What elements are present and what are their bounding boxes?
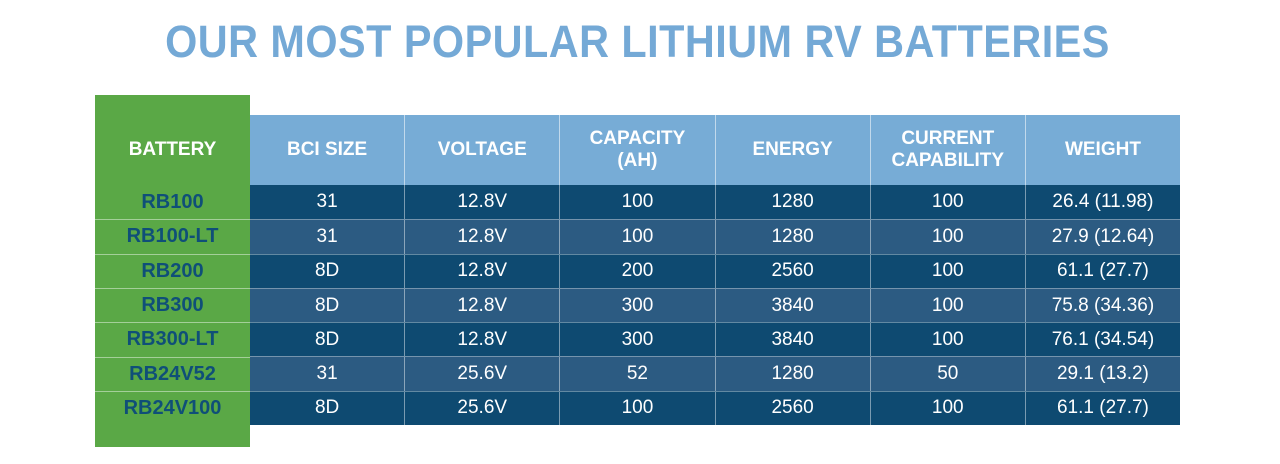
table-row: 8D 12.8V 300 3840 100 75.8 (34.36): [250, 287, 1180, 323]
column-header-voltage: VOLTAGE: [404, 115, 559, 185]
page-title: OUR MOST POPULAR LITHIUM RV BATTERIES: [165, 16, 1110, 67]
cell-energy: 3840: [714, 323, 870, 357]
cell-bci-size: 31: [316, 225, 338, 247]
cell-capacity: 300: [559, 288, 714, 323]
cell-energy: 1280: [714, 220, 870, 254]
cell-current-capability: 100: [869, 185, 1025, 220]
table-row: 8D 12.8V 200 2560 100 61.1 (27.7): [250, 253, 1180, 288]
cell-current-capability: 100: [869, 288, 1025, 323]
cell-weight: 27.9 (12.64): [1024, 220, 1180, 254]
cell-current-capability: 100: [869, 391, 1025, 426]
battery-name: RB24V52: [95, 356, 250, 391]
cell-voltage: 12.8V: [404, 288, 559, 323]
cell-weight: 75.8 (34.36): [1024, 288, 1180, 323]
battery-column: BATTERY RB100 RB100-LT RB200 RB300 RB300…: [95, 95, 250, 447]
cell-energy: 1280: [714, 357, 870, 391]
cell-current-capability: 100: [869, 220, 1025, 254]
cell-voltage: 12.8V: [404, 220, 559, 254]
battery-name: RB100: [141, 190, 204, 213]
battery-name: RB100-LT: [95, 219, 250, 253]
cell-voltage: 12.8V: [404, 254, 559, 288]
cell-voltage: 25.6V: [404, 391, 559, 426]
cell-weight: 29.1 (13.2): [1024, 357, 1180, 391]
cell-bci-size: 8D: [314, 328, 340, 350]
cell-bci-size: 8D: [314, 294, 340, 316]
column-header-current-capability: CURRENT CAPABILITY: [869, 115, 1025, 185]
cell-capacity: 300: [559, 323, 714, 357]
cell-weight: 76.1 (34.54): [1024, 323, 1180, 357]
column-header-capacity: CAPACITY (AH): [559, 115, 714, 185]
column-header-weight: WEIGHT: [1024, 115, 1180, 185]
table-row: 8D 25.6V 100 2560 100 61.1 (27.7): [250, 390, 1180, 426]
cell-energy: 1280: [714, 185, 870, 220]
column-header-energy: ENERGY: [714, 115, 870, 185]
battery-name: RB24V100: [95, 390, 250, 425]
column-header-bci-size: BCI SIZE: [286, 139, 368, 160]
cell-weight: 61.1 (27.7): [1024, 254, 1180, 288]
cell-weight: 26.4 (11.98): [1024, 185, 1180, 220]
cell-current-capability: 100: [869, 254, 1025, 288]
cell-energy: 2560: [714, 391, 870, 426]
battery-column-header: BATTERY: [128, 139, 217, 160]
table-header: BCI SIZE VOLTAGE CAPACITY (AH) ENERGY CU…: [250, 115, 1180, 185]
table-body: 31 12.8V 100 1280 100 26.4 (11.98) 31 12…: [250, 185, 1180, 426]
cell-voltage: 25.6V: [404, 357, 559, 391]
table-row: 8D 12.8V 300 3840 100 76.1 (34.54): [250, 322, 1180, 357]
cell-capacity: 100: [559, 391, 714, 426]
cell-energy: 2560: [714, 254, 870, 288]
table-row: 31 12.8V 100 1280 100 26.4 (11.98): [250, 185, 1180, 220]
table-row: 31 12.8V 100 1280 100 27.9 (12.64): [250, 219, 1180, 254]
cell-capacity: 100: [559, 220, 714, 254]
cell-bci-size: 8D: [314, 397, 340, 419]
cell-weight: 61.1 (27.7): [1024, 391, 1180, 426]
cell-current-capability: 100: [869, 323, 1025, 357]
battery-name: RB300-LT: [95, 322, 250, 356]
table-row: 31 25.6V 52 1280 50 29.1 (13.2): [250, 356, 1180, 391]
cell-bci-size: 31: [316, 191, 338, 213]
cell-energy: 3840: [714, 288, 870, 323]
cell-bci-size: 8D: [314, 260, 340, 282]
cell-capacity: 100: [559, 185, 714, 220]
battery-name: RB300: [95, 287, 250, 322]
battery-name: RB200: [95, 253, 250, 288]
cell-current-capability: 50: [869, 357, 1025, 391]
cell-bci-size: 31: [316, 363, 338, 385]
cell-capacity: 52: [559, 357, 714, 391]
cell-voltage: 12.8V: [404, 323, 559, 357]
cell-capacity: 200: [559, 254, 714, 288]
cell-voltage: 12.8V: [404, 185, 559, 220]
